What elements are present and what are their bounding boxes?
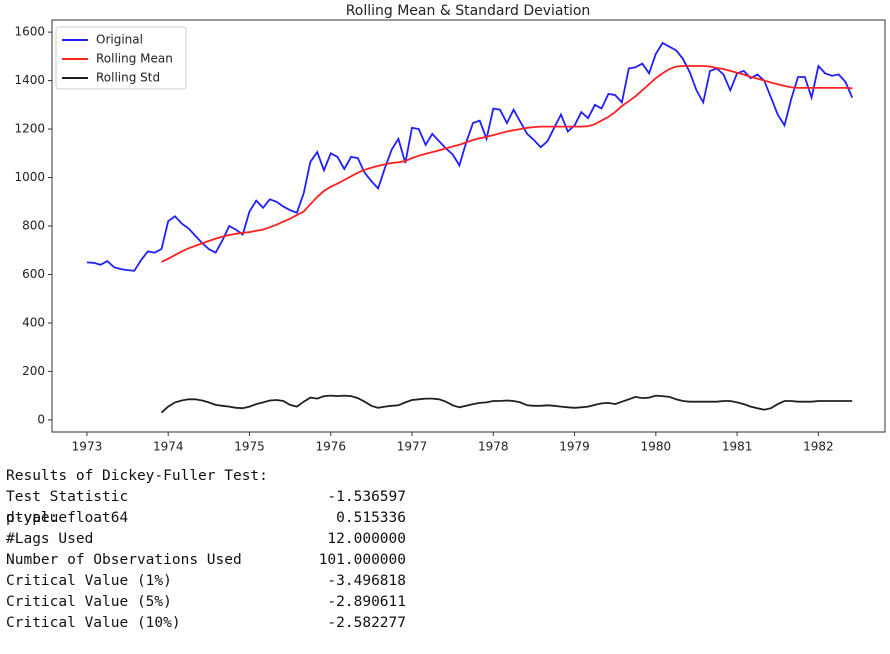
row-value: 12.000000 — [327, 531, 406, 547]
x-tick-label: 1980 — [641, 440, 672, 454]
row-value: -2.582277 — [327, 615, 406, 631]
row-value: -1.536597 — [327, 489, 406, 505]
row-label: Number of Observations Used — [6, 552, 242, 568]
row-label: Critical Value (1%) — [6, 573, 172, 589]
y-tick-label: 800 — [22, 219, 45, 233]
row-label: Test Statistic — [6, 489, 129, 505]
row-label: Critical Value (10%) — [6, 615, 181, 631]
row-value: -2.890611 — [327, 594, 406, 610]
row-label: Critical Value (5%) — [6, 594, 172, 610]
series-line — [161, 65, 853, 263]
y-tick-label: 1600 — [14, 25, 45, 39]
x-tick-label: 1982 — [803, 440, 834, 454]
x-tick-label: 1977 — [397, 440, 428, 454]
output-footer: dtype: float64 — [6, 510, 129, 526]
y-tick-label: 600 — [22, 267, 45, 281]
series-line — [86, 41, 854, 272]
legend-box — [55, 26, 187, 90]
chart: Rolling Mean & Standard Deviation 0 200 40… — [14, 3, 886, 454]
row-value: 101.000000 — [318, 552, 406, 568]
x-tick-label: 1979 — [559, 440, 590, 454]
series-line — [160, 394, 853, 414]
y-tick-label: 0 — [37, 412, 45, 426]
x-tick-label: 1976 — [315, 440, 346, 454]
chart-title: Rolling Mean & Standard Deviation — [346, 3, 591, 19]
output-heading: Results of Dickey-Fuller Test: — [6, 468, 268, 484]
legend-label: Rolling Mean — [96, 52, 173, 66]
test-output: Results of Dickey-Fuller Test: Test Stat… — [6, 466, 406, 631]
row-value: 0.515336 — [336, 510, 406, 526]
row-label: #Lags Used — [6, 531, 94, 547]
output-row: Critical Value (1%) -3.496818 — [6, 571, 406, 592]
legend-label: Rolling Std — [96, 71, 160, 85]
row-value: -3.496818 — [327, 573, 406, 589]
output-row: Critical Value (5%) -2.890611 — [6, 592, 406, 613]
x-tick-label: 1975 — [234, 440, 265, 454]
output-row: Test Statistic -1.536597 — [6, 487, 406, 508]
y-tick-label: 1400 — [14, 73, 45, 87]
x-tick-label: 1978 — [478, 440, 509, 454]
y-tick-label: 200 — [22, 364, 45, 378]
row-label: p-value — [6, 510, 68, 526]
output-row: Critical Value (10%) -2.582277 — [6, 613, 406, 634]
output-rows: Test Statistic -1.536597 p-value 0.515336 #L… — [6, 487, 406, 631]
x-tick-label: 1981 — [722, 440, 753, 454]
y-tick-label: 400 — [22, 315, 45, 329]
y-tick-label: 1200 — [14, 122, 45, 136]
x-tick-label: 1973 — [72, 440, 103, 454]
legend-label: Original — [96, 33, 143, 47]
output-row: Number of Observations Used 101.000000 — [6, 550, 406, 571]
output-row: p-value 0.515336 — [6, 508, 406, 529]
output-row: #Lags Used 12.000000 — [6, 529, 406, 550]
x-tick-label: 1974 — [153, 440, 184, 454]
y-tick-label: 1000 — [14, 170, 45, 184]
